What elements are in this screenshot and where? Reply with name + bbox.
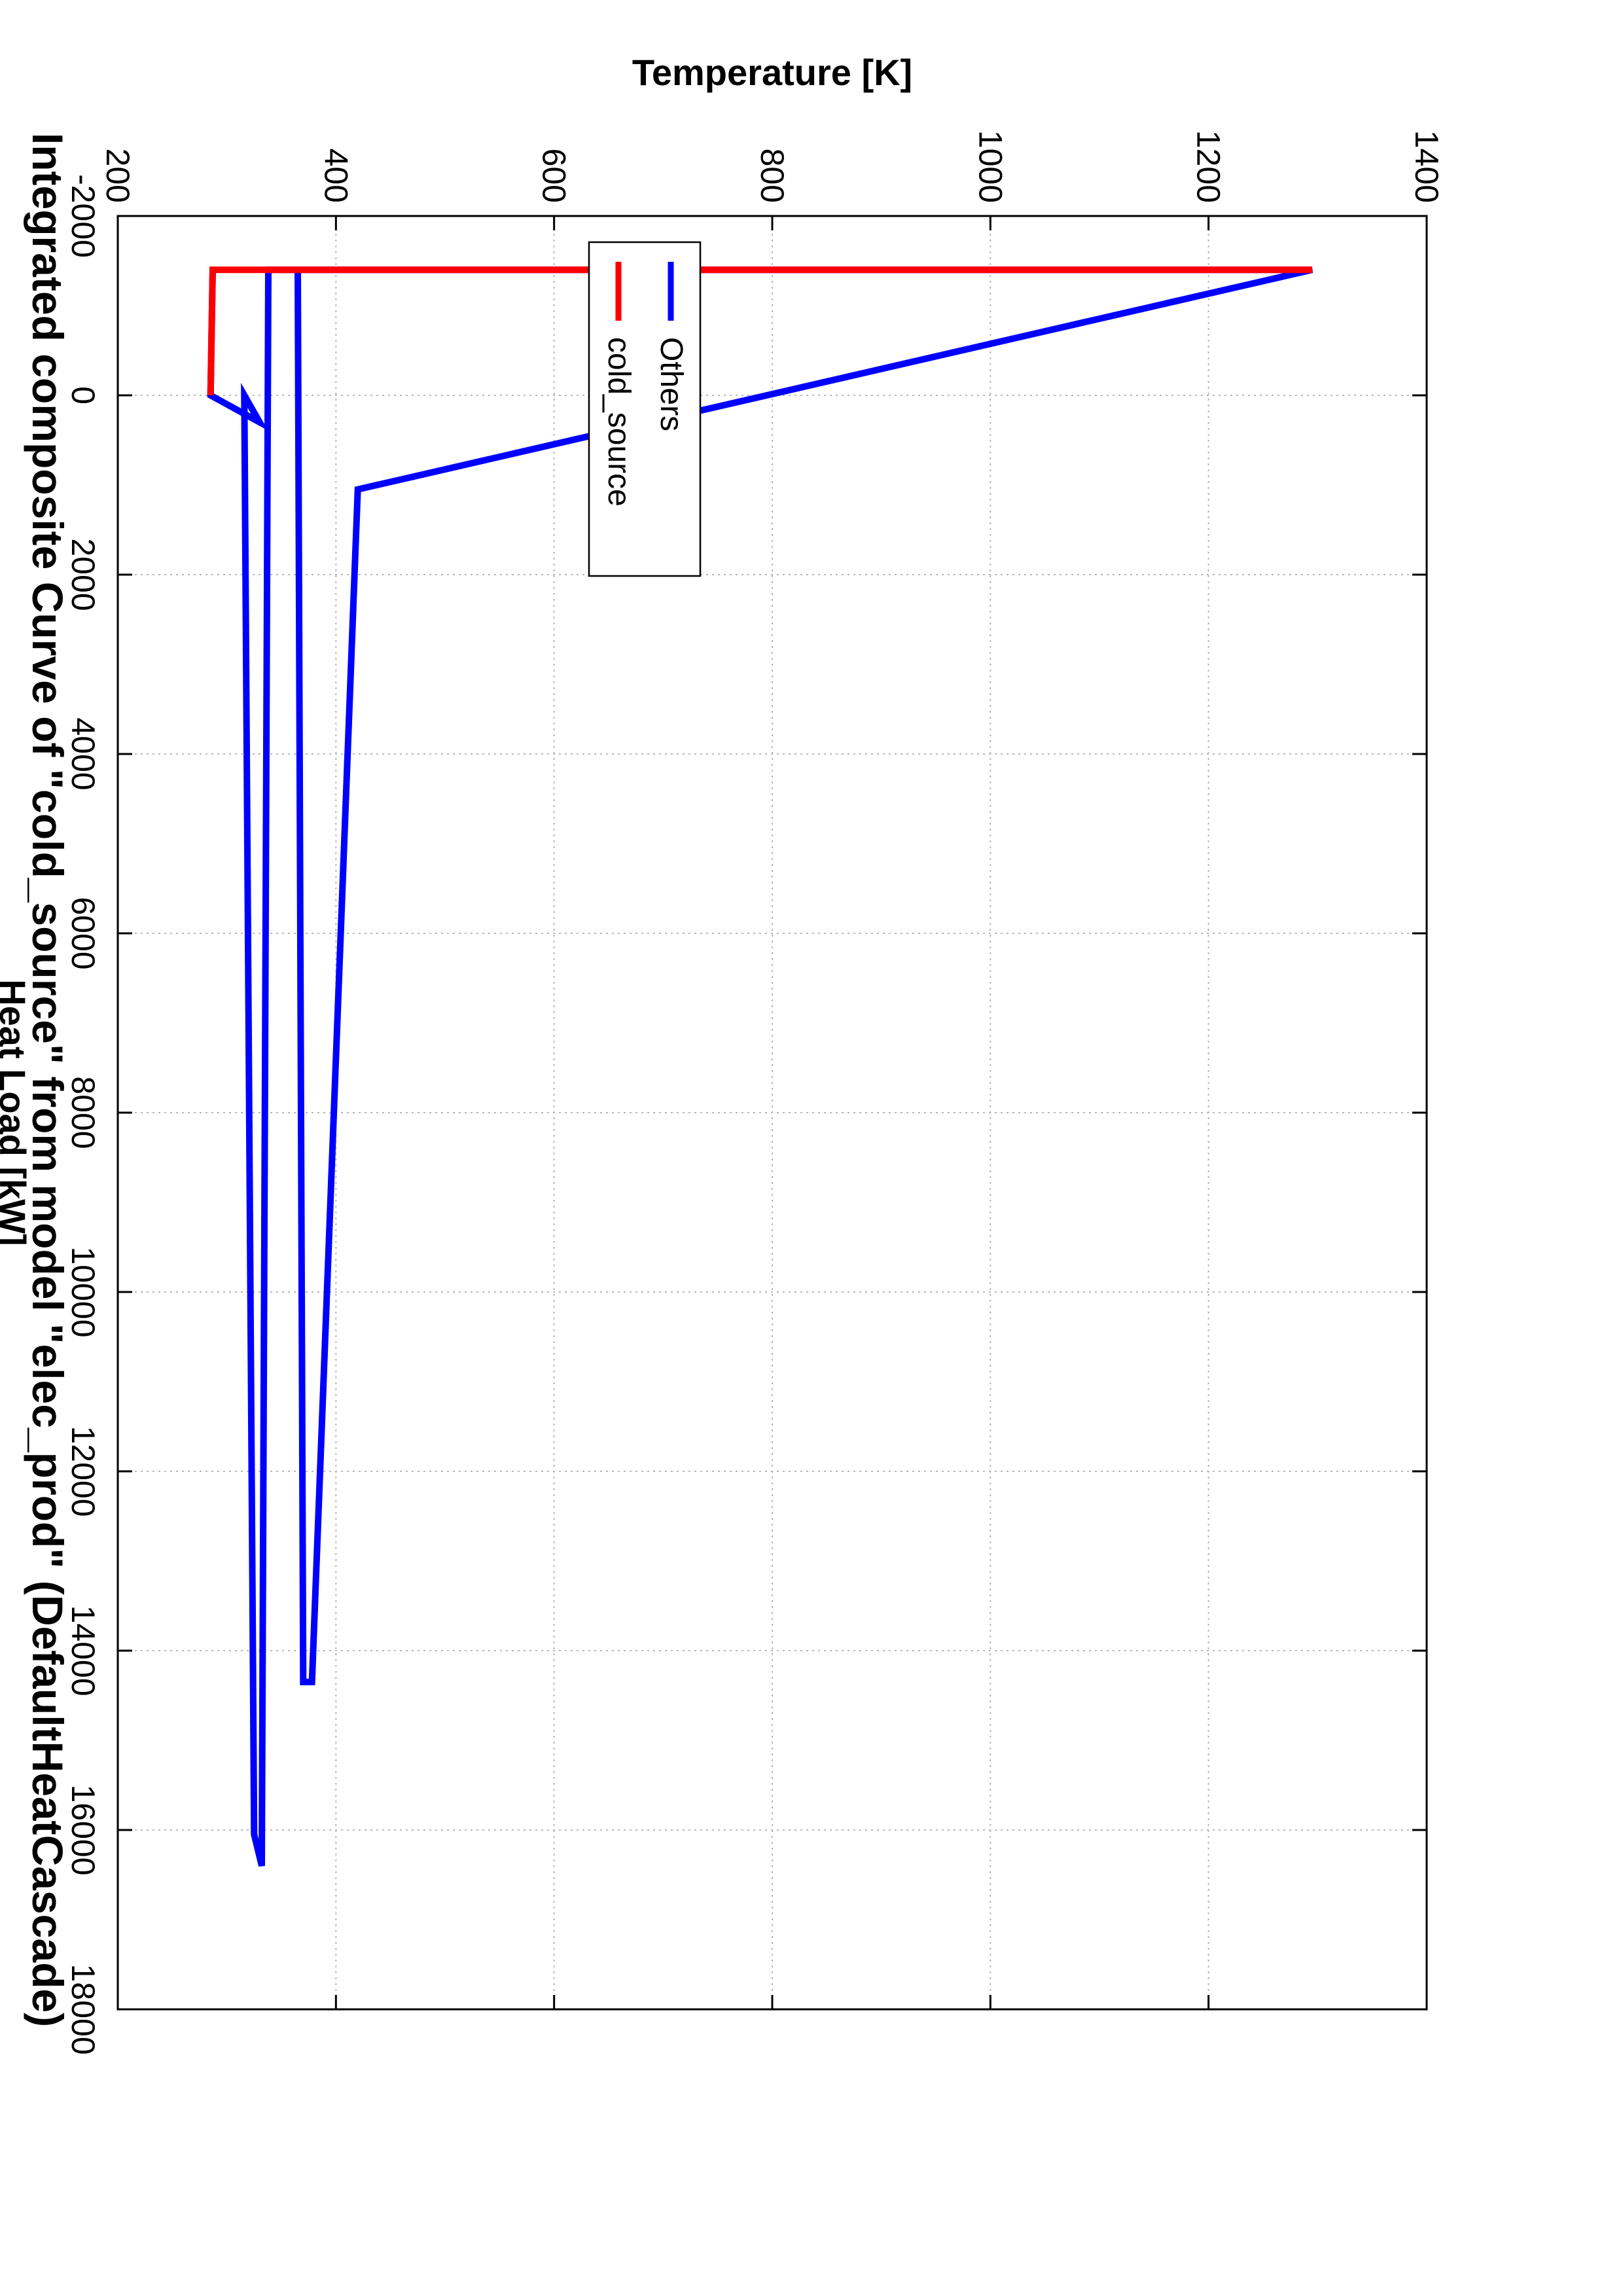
- legend-label-cold-source: cold_source: [601, 337, 636, 507]
- axis-ticks: -2000 0 2000 4000 6000 8000 10000 12000 14000 160…: [65, 130, 1445, 2055]
- y-tick-label: 1200: [1190, 130, 1227, 203]
- legend: Others cold_source: [588, 241, 702, 577]
- x-tick-label: 4000: [65, 717, 101, 790]
- x-tick-label: 0: [65, 386, 101, 404]
- series-line-others: [207, 266, 1313, 1867]
- grid: [118, 216, 1427, 2009]
- x-axis-label: Heat Load [kW]: [0, 979, 33, 1246]
- x-tick-label: 14000: [65, 1605, 101, 1696]
- x-tick-label: 8000: [65, 1076, 101, 1149]
- x-tick-label: 6000: [65, 897, 101, 969]
- x-tick-label: 2000: [65, 538, 101, 611]
- y-tick-label: 800: [754, 149, 791, 203]
- legend-box: [588, 241, 702, 577]
- y-tick-label: 200: [99, 149, 136, 203]
- series-line-cold-source: [207, 266, 1312, 396]
- plot-area: -2000 0 2000 4000 6000 8000 10000 12000 14000 160…: [0, 52, 1445, 2055]
- series-layer: [207, 266, 1313, 1867]
- x-tick-label: 12000: [65, 1426, 101, 1516]
- y-axis-label: Temperature [K]: [632, 52, 912, 93]
- x-tick-label: -2000: [65, 174, 101, 258]
- chart-title: Integrated composite Curve of "cold_sour…: [24, 133, 72, 2027]
- y-tick-label: 400: [317, 149, 354, 203]
- legend-label-others: Others: [654, 337, 688, 431]
- y-tick-label: 1400: [1408, 130, 1445, 203]
- y-tick-label: 600: [536, 149, 573, 203]
- x-tick-label: 18000: [65, 1964, 101, 2054]
- y-tick-label: 1000: [972, 130, 1008, 203]
- x-tick-label: 10000: [65, 1246, 101, 1337]
- x-tick-label: 16000: [65, 1784, 101, 1875]
